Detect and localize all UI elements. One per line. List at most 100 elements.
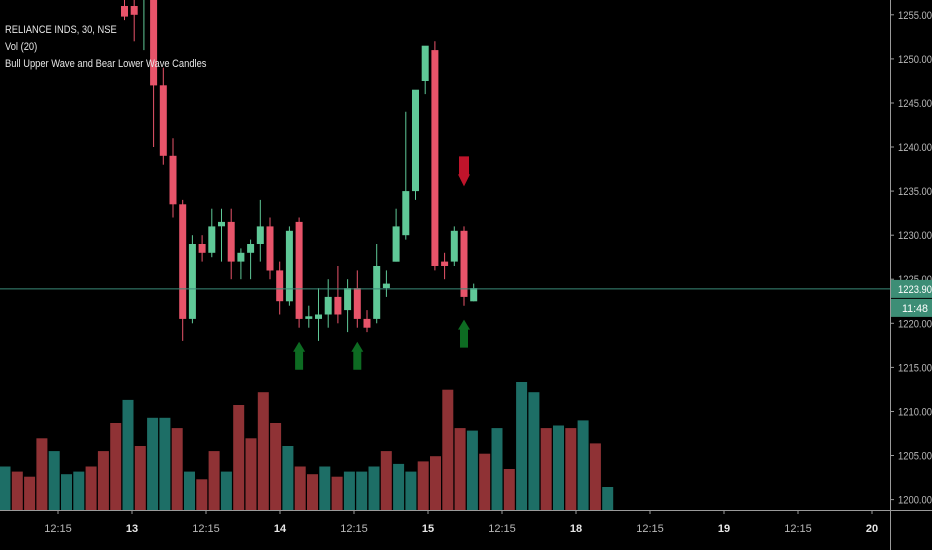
volume-bar bbox=[503, 469, 515, 510]
volume-bar bbox=[11, 471, 23, 510]
volume-bar bbox=[134, 446, 146, 510]
x-tick-label: 12:15 bbox=[784, 523, 812, 535]
candle-body bbox=[431, 50, 439, 266]
volume-bar bbox=[196, 479, 208, 510]
candle-body bbox=[256, 226, 264, 244]
x-tick-label: 20 bbox=[866, 523, 878, 535]
volume-bar bbox=[565, 428, 577, 510]
candle-body bbox=[169, 155, 177, 205]
x-tick-label: 12:15 bbox=[340, 523, 368, 535]
x-tick-label: 14 bbox=[274, 523, 287, 535]
volume-bar bbox=[454, 428, 466, 510]
price-tag bbox=[891, 279, 932, 298]
volume-bar bbox=[294, 466, 306, 510]
volume-bar bbox=[577, 420, 589, 510]
candle-body bbox=[334, 296, 342, 315]
volume-bar bbox=[147, 417, 159, 510]
candle-body bbox=[295, 221, 303, 319]
candle-body bbox=[315, 314, 322, 319]
candle-body bbox=[227, 221, 235, 262]
candle-body bbox=[421, 45, 429, 81]
candle-body bbox=[353, 288, 361, 319]
bar-countdown-label: 11:48 bbox=[902, 303, 928, 315]
x-tick-label: 12:15 bbox=[636, 523, 664, 535]
candle-body bbox=[130, 6, 138, 15]
volume-bar bbox=[442, 389, 454, 510]
volume-bar bbox=[368, 466, 380, 510]
volume-bar bbox=[282, 446, 294, 510]
x-tick-label: 12:15 bbox=[488, 523, 516, 535]
candle-body bbox=[150, 0, 158, 86]
bear-signal-arrow bbox=[458, 156, 470, 187]
candle-body bbox=[373, 266, 381, 319]
candle-body bbox=[208, 226, 216, 253]
x-tick-label: 13 bbox=[126, 523, 138, 535]
y-tick-label: 1210.00 bbox=[898, 407, 932, 419]
legend-indicator[interactable]: Bull Upper Wave and Bear Lower Wave Cand… bbox=[5, 58, 207, 70]
legend-symbol[interactable]: RELIANCE INDS, 30, NSE bbox=[5, 24, 117, 36]
y-tick-label: 1250.00 bbox=[898, 54, 932, 66]
y-tick-label: 1245.00 bbox=[898, 98, 932, 110]
candle-body bbox=[198, 244, 206, 253]
volume-bar bbox=[393, 463, 405, 510]
last-price-label: 1223.90 bbox=[898, 284, 932, 296]
volume-bar bbox=[270, 423, 282, 510]
candle-body bbox=[121, 6, 128, 17]
volume-bar bbox=[602, 487, 614, 510]
candle-body bbox=[344, 288, 352, 311]
volume-bar bbox=[257, 392, 269, 510]
candle-body bbox=[285, 230, 293, 302]
candle-body bbox=[402, 191, 410, 236]
volume-bar bbox=[589, 443, 601, 510]
y-tick-label: 1240.00 bbox=[898, 142, 932, 154]
volume-bar bbox=[97, 451, 109, 510]
y-tick-label: 1215.00 bbox=[898, 362, 932, 374]
volume-bar bbox=[184, 471, 195, 510]
candle-body bbox=[247, 244, 255, 253]
volume-bar bbox=[405, 471, 417, 510]
volume-bar bbox=[245, 438, 257, 510]
volume-bar bbox=[331, 476, 343, 510]
bull-signal-arrow bbox=[458, 319, 470, 348]
volume-bar bbox=[73, 471, 85, 510]
legend-volume[interactable]: Vol (20) bbox=[5, 41, 38, 53]
volume-bar bbox=[36, 438, 48, 510]
x-tick-label: 15 bbox=[422, 523, 434, 535]
x-tick-label: 19 bbox=[718, 523, 730, 535]
signal-arrows bbox=[293, 156, 470, 370]
y-tick-label: 1205.00 bbox=[898, 451, 932, 463]
volume-bar bbox=[540, 428, 552, 510]
volume-bar bbox=[417, 461, 429, 510]
candle-body bbox=[305, 316, 313, 319]
volume-bar bbox=[48, 451, 60, 510]
bull-signal-arrow bbox=[351, 341, 364, 370]
volume-bar bbox=[233, 405, 245, 510]
volume-bar bbox=[307, 474, 318, 510]
bull-signal-arrow bbox=[293, 341, 306, 370]
volume-bar bbox=[466, 430, 478, 510]
volume-bar bbox=[319, 466, 331, 510]
candle-body bbox=[412, 89, 419, 192]
volume-bar bbox=[516, 382, 528, 510]
candle-body bbox=[188, 244, 196, 319]
volume-bar bbox=[159, 417, 171, 510]
candle-body bbox=[324, 296, 332, 315]
volume-bar bbox=[208, 451, 220, 510]
chart-legend: RELIANCE INDS, 30, NSE Vol (20) Bull Upp… bbox=[5, 22, 206, 73]
volume-bar bbox=[61, 474, 72, 510]
countdown-tag bbox=[891, 298, 932, 317]
candle-body bbox=[363, 318, 371, 328]
candle-body bbox=[218, 221, 225, 227]
y-tick-label: 1230.00 bbox=[898, 230, 932, 242]
candle-body bbox=[237, 252, 245, 262]
candle-body bbox=[276, 270, 284, 302]
volume-bars bbox=[0, 382, 614, 510]
x-tick-label: 12:15 bbox=[44, 523, 72, 535]
volume-bar bbox=[479, 453, 491, 510]
volume-bar bbox=[171, 428, 183, 510]
y-tick-label: 1235.00 bbox=[898, 186, 932, 198]
volume-bar bbox=[0, 466, 11, 510]
candle-body bbox=[382, 283, 390, 288]
y-tick-label: 1255.00 bbox=[898, 10, 932, 22]
